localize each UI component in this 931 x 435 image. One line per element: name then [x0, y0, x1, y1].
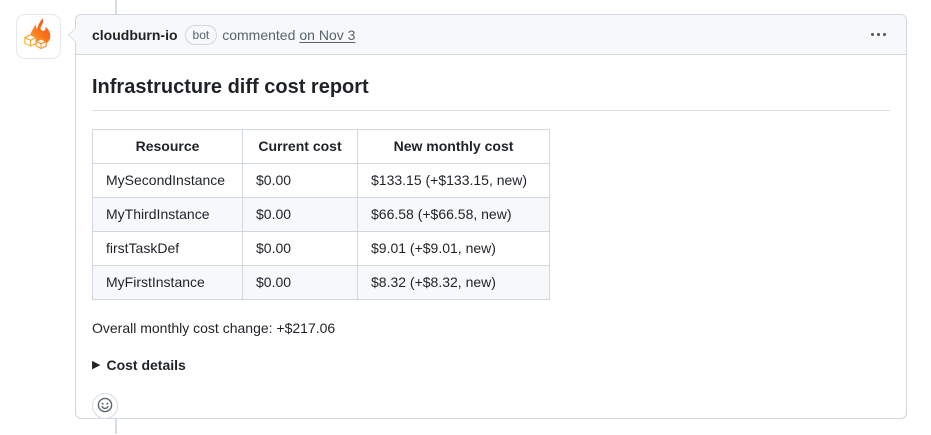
cost-table: Resource Current cost New monthly cost M…: [92, 129, 550, 300]
table-row: firstTaskDef $0.00 $9.01 (+$9.01, new): [92, 231, 550, 266]
smiley-icon: [97, 397, 113, 416]
table-row: MySecondInstance $0.00 $133.15 (+$133.15…: [92, 163, 550, 198]
new-cost-cell: $133.15 (+$133.15, new): [357, 163, 550, 198]
cloudburn-logo-icon: [22, 17, 56, 56]
resource-cell: MySecondInstance: [92, 163, 243, 198]
current-cost-cell: $0.00: [242, 231, 358, 266]
table-row: MyThirdInstance $0.00 $66.58 (+$66.58, n…: [92, 197, 550, 232]
column-header-current-cost: Current cost: [242, 129, 358, 164]
table-header-row: Resource Current cost New monthly cost: [92, 129, 550, 164]
column-header-new-monthly-cost: New monthly cost: [357, 129, 550, 164]
new-cost-cell: $9.01 (+$9.01, new): [357, 231, 550, 266]
new-cost-cell: $66.58 (+$66.58, new): [357, 197, 550, 232]
cost-details-disclosure: ▶ Cost details: [92, 355, 890, 376]
overall-cost-change-text: Overall monthly cost change: +$217.06: [92, 320, 336, 336]
author-link[interactable]: cloudburn-io: [92, 26, 178, 43]
table-row: MyFirstInstance $0.00 $8.32 (+$8.32, new…: [92, 265, 550, 300]
comment-body: Infrastructure diff cost report Resource…: [76, 55, 906, 435]
bot-badge: bot: [184, 24, 218, 45]
comment-card: cloudburn-io bot commented on Nov 3 Infr…: [68, 14, 907, 419]
current-cost-cell: $0.00: [242, 265, 358, 300]
avatar[interactable]: [16, 14, 61, 59]
new-cost-cell: $8.32 (+$8.32, new): [357, 265, 550, 300]
report-title: Infrastructure diff cost report: [92, 75, 890, 111]
current-cost-cell: $0.00: [242, 197, 358, 232]
cost-details-label: Cost details: [106, 357, 186, 373]
comment-date-link[interactable]: on Nov 3: [299, 26, 356, 43]
resource-cell: MyThirdInstance: [92, 197, 243, 232]
action-text: commented: [222, 26, 296, 43]
resource-cell: MyFirstInstance: [92, 265, 243, 300]
cost-details-summary[interactable]: ▶ Cost details: [92, 355, 890, 376]
add-reaction-button[interactable]: [92, 393, 118, 419]
column-header-resource: Resource: [92, 129, 243, 164]
kebab-menu-icon[interactable]: [867, 27, 890, 42]
current-cost-cell: $0.00: [242, 163, 358, 198]
resource-cell: firstTaskDef: [92, 231, 243, 266]
comment-header: cloudburn-io bot commented on Nov 3: [68, 15, 906, 55]
disclosure-triangle-icon: ▶: [92, 359, 101, 371]
